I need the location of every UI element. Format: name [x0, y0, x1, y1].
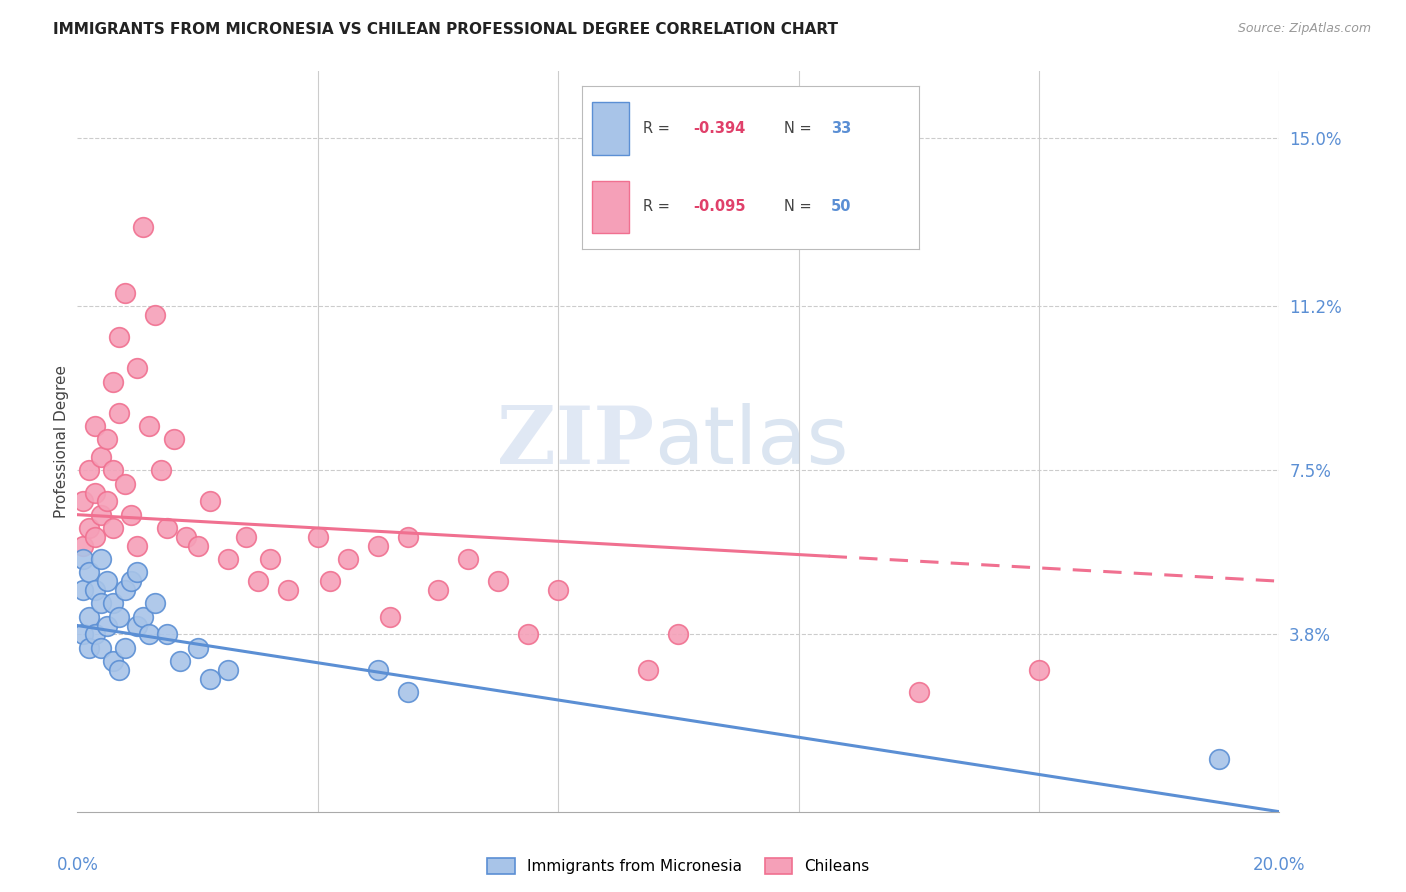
Point	[72, 582, 94, 597]
Point	[277, 582, 299, 597]
Point	[127, 361, 149, 376]
Point	[187, 640, 209, 655]
Text: IMMIGRANTS FROM MICRONESIA VS CHILEAN PROFESSIONAL DEGREE CORRELATION CHART: IMMIGRANTS FROM MICRONESIA VS CHILEAN PR…	[53, 22, 838, 37]
Point	[114, 640, 136, 655]
Point	[72, 552, 94, 566]
Text: ZIP: ZIP	[498, 402, 654, 481]
Point	[486, 574, 509, 589]
Text: 0.0%: 0.0%	[56, 856, 98, 874]
Point	[79, 566, 101, 580]
Point	[79, 609, 101, 624]
Point	[396, 530, 419, 544]
Point	[156, 627, 179, 641]
Point	[132, 219, 155, 234]
Point	[96, 618, 118, 632]
Point	[90, 640, 112, 655]
Point	[319, 574, 342, 589]
Point	[668, 627, 690, 641]
Point	[138, 627, 160, 641]
Point	[637, 663, 659, 677]
Point	[120, 574, 142, 589]
Point	[127, 539, 149, 553]
Point	[174, 530, 197, 544]
Point	[103, 596, 125, 610]
Point	[108, 330, 131, 344]
Point	[517, 627, 540, 641]
Point	[108, 663, 131, 677]
Point	[235, 530, 257, 544]
Text: atlas: atlas	[654, 402, 849, 481]
Text: 20.0%: 20.0%	[1253, 856, 1306, 874]
Point	[96, 574, 118, 589]
Point	[90, 596, 112, 610]
Point	[114, 286, 136, 301]
Point	[84, 627, 107, 641]
Point	[79, 463, 101, 477]
Point	[246, 574, 269, 589]
Point	[217, 663, 239, 677]
Text: Source: ZipAtlas.com: Source: ZipAtlas.com	[1237, 22, 1371, 36]
Point	[396, 685, 419, 699]
Point	[198, 672, 221, 686]
Point	[84, 530, 107, 544]
Point	[96, 433, 118, 447]
Point	[307, 530, 329, 544]
Point	[79, 640, 101, 655]
Point	[103, 463, 125, 477]
Point	[90, 450, 112, 464]
Point	[72, 627, 94, 641]
Point	[96, 494, 118, 508]
Point	[367, 539, 389, 553]
Point	[127, 566, 149, 580]
Point	[90, 508, 112, 522]
Point	[72, 494, 94, 508]
Point	[103, 375, 125, 389]
Point	[84, 485, 107, 500]
Point	[1208, 751, 1230, 765]
Point	[138, 419, 160, 434]
Point	[84, 419, 107, 434]
Point	[114, 476, 136, 491]
Point	[79, 521, 101, 535]
Point	[127, 618, 149, 632]
Point	[162, 433, 184, 447]
Point	[108, 609, 131, 624]
Point	[84, 582, 107, 597]
Point	[908, 685, 931, 699]
Point	[90, 552, 112, 566]
Point	[103, 521, 125, 535]
Y-axis label: Professional Degree: Professional Degree	[53, 365, 69, 518]
Point	[108, 406, 131, 420]
Point	[367, 663, 389, 677]
Point	[120, 508, 142, 522]
Point	[259, 552, 281, 566]
Point	[114, 582, 136, 597]
Point	[145, 596, 167, 610]
Legend: Immigrants from Micronesia, Chileans: Immigrants from Micronesia, Chileans	[479, 851, 877, 882]
Point	[427, 582, 450, 597]
Point	[103, 654, 125, 668]
Point	[145, 308, 167, 322]
Point	[547, 582, 569, 597]
Point	[150, 463, 173, 477]
Point	[1028, 663, 1050, 677]
Point	[132, 609, 155, 624]
Point	[169, 654, 191, 668]
Point	[198, 494, 221, 508]
Point	[72, 539, 94, 553]
Point	[217, 552, 239, 566]
Point	[187, 539, 209, 553]
Point	[336, 552, 359, 566]
Point	[156, 521, 179, 535]
Point	[378, 609, 401, 624]
Point	[457, 552, 479, 566]
